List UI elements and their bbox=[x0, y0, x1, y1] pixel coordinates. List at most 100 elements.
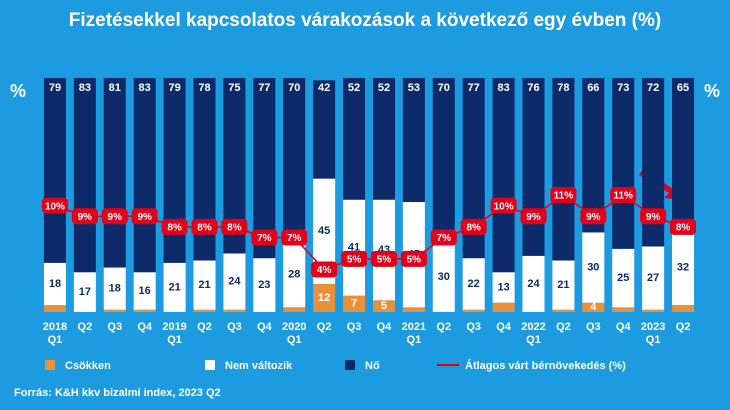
line-label: 7% bbox=[287, 233, 302, 244]
line-label: 5% bbox=[347, 254, 362, 265]
bar-segment bbox=[253, 258, 276, 312]
bar-segment bbox=[343, 199, 366, 296]
line bbox=[54, 194, 684, 271]
x-tick-label: Q3 bbox=[585, 321, 601, 333]
bar-segment bbox=[402, 307, 425, 312]
data-label: 52 bbox=[348, 82, 360, 94]
data-label: 24 bbox=[527, 278, 540, 290]
bar-segment bbox=[672, 78, 695, 231]
label-box bbox=[370, 250, 397, 267]
data-label: 25 bbox=[617, 272, 629, 284]
bar-segment bbox=[642, 246, 665, 310]
data-label: 32 bbox=[677, 261, 689, 273]
data-label: 53 bbox=[408, 82, 420, 94]
bar-segment bbox=[582, 78, 605, 233]
bar-segment bbox=[133, 78, 156, 273]
data-label: 83 bbox=[79, 82, 91, 94]
data-label: 78 bbox=[198, 82, 210, 94]
data-label: 24 bbox=[228, 275, 241, 287]
bar-segment bbox=[163, 262, 186, 312]
line-label: 9% bbox=[108, 212, 123, 223]
bar-segment bbox=[432, 241, 455, 312]
bar-segment bbox=[582, 232, 605, 303]
bar-segment bbox=[552, 309, 575, 312]
legend-swatch bbox=[345, 360, 355, 370]
x-tick-label: 2018 Q1 bbox=[42, 321, 68, 346]
bar-segment bbox=[43, 304, 66, 312]
data-label: 17 bbox=[79, 286, 91, 298]
x-tick-label: Q2 bbox=[675, 321, 691, 333]
y2-axis-label: % bbox=[704, 81, 720, 101]
data-label: 5 bbox=[381, 300, 387, 312]
bar-segment bbox=[223, 78, 246, 254]
bar-segment bbox=[283, 241, 306, 308]
label-box bbox=[430, 229, 457, 246]
bar-segment bbox=[193, 260, 216, 310]
bar-segment bbox=[612, 307, 635, 312]
label-box bbox=[670, 218, 697, 235]
data-label: 83 bbox=[497, 82, 509, 94]
label-box bbox=[71, 208, 98, 225]
data-label: 83 bbox=[139, 82, 151, 94]
data-label: 21 bbox=[168, 281, 180, 293]
bar-segment bbox=[372, 78, 395, 200]
label-box bbox=[400, 250, 427, 267]
data-label: 21 bbox=[557, 279, 569, 291]
label-box bbox=[101, 208, 128, 225]
source: Forrás: K&H kkv bizalmi index, 2023 Q2 bbox=[14, 387, 221, 399]
x-tick-label: Q2 bbox=[197, 321, 212, 333]
bar-segment bbox=[492, 78, 515, 273]
data-label: 52 bbox=[378, 82, 390, 94]
label-box bbox=[341, 250, 368, 267]
data-label: 13 bbox=[497, 281, 509, 293]
bar-segment bbox=[43, 262, 66, 305]
bar-segment bbox=[103, 78, 126, 268]
data-label: 79 bbox=[168, 82, 180, 94]
data-label: 77 bbox=[258, 82, 270, 94]
label-box bbox=[311, 261, 338, 278]
bar-segment bbox=[492, 302, 515, 312]
label-box bbox=[161, 218, 188, 235]
bar-segment bbox=[43, 78, 66, 263]
data-label: 18 bbox=[49, 278, 61, 290]
bar-segment bbox=[133, 309, 156, 312]
line-label: 5% bbox=[377, 254, 392, 265]
x-tick-label: Q2 bbox=[77, 321, 93, 333]
bar-segment bbox=[552, 260, 575, 310]
bar-segment bbox=[103, 309, 126, 312]
label-box bbox=[191, 218, 218, 235]
line-label: 7% bbox=[437, 233, 452, 244]
label-box bbox=[460, 218, 487, 235]
line-label: 10% bbox=[45, 201, 65, 212]
x-tick-label: Q4 bbox=[496, 321, 511, 333]
bar-segment bbox=[163, 78, 186, 263]
data-label: 16 bbox=[139, 285, 151, 297]
x-tick-label: Q4 bbox=[137, 321, 153, 333]
bar-segment bbox=[313, 283, 336, 312]
bar-segment bbox=[313, 178, 336, 284]
data-label: 7 bbox=[351, 298, 357, 310]
label-box bbox=[221, 218, 248, 235]
data-label: 42 bbox=[318, 82, 330, 94]
bar-segment bbox=[283, 307, 306, 312]
line-label: 11% bbox=[613, 191, 633, 202]
bar-segment bbox=[372, 199, 395, 301]
x-tick-label: 2019 Q1 bbox=[162, 321, 187, 346]
x-tick-label: 2021 Q1 bbox=[401, 321, 427, 346]
line-label: 8% bbox=[676, 223, 691, 234]
bar-segment bbox=[552, 78, 575, 261]
x-tick-label: 2022 Q1 bbox=[521, 321, 546, 346]
data-label: 70 bbox=[438, 82, 450, 94]
x-tick-label: 2023 Q1 bbox=[640, 321, 666, 346]
bar-segment bbox=[672, 304, 695, 312]
bar-segment bbox=[343, 78, 366, 200]
bar-segment bbox=[193, 78, 216, 261]
bar-segment bbox=[522, 255, 545, 312]
data-label: 81 bbox=[109, 82, 121, 94]
data-label: 27 bbox=[647, 272, 659, 284]
legend-label: Csökken bbox=[65, 360, 111, 372]
data-label: 4 bbox=[590, 301, 597, 313]
bar-segment bbox=[223, 253, 246, 310]
bar-segment bbox=[462, 309, 485, 312]
